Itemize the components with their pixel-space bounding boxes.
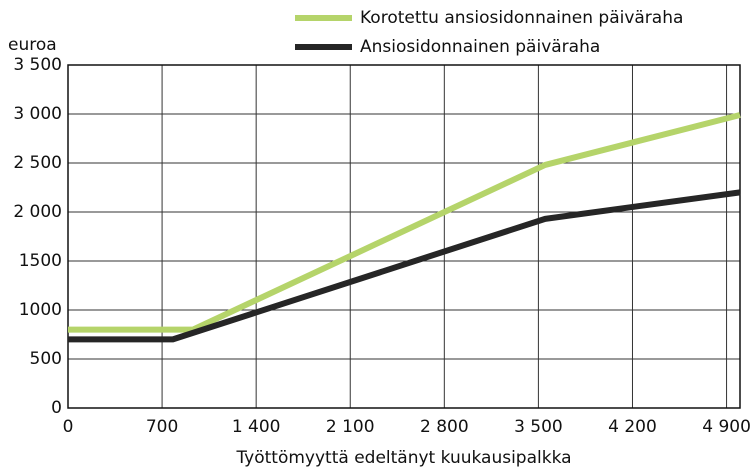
x-tick-label: 4 200 [608, 417, 657, 437]
x-tick-label: 3 500 [514, 417, 563, 437]
y-tick-label: 1500 [19, 251, 62, 271]
plot-frame [67, 64, 741, 409]
x-tick-label: 2 100 [326, 417, 375, 437]
y-tick-label: 2 000 [13, 202, 62, 222]
y-tick-label: 0 [51, 398, 62, 418]
x-tick-label: 700 [146, 417, 178, 437]
x-axis-label: Työttömyyttä edeltänyt kuukausipalkka [235, 448, 571, 468]
series-line [68, 189, 741, 343]
y-tick-label: 3 000 [13, 104, 62, 124]
y-axis-label: euroa [8, 35, 57, 55]
y-tick-label: 3 500 [13, 55, 62, 75]
x-tick-label: 2 800 [420, 417, 469, 437]
x-tick-label: 0 [63, 417, 74, 437]
legend-label: Korotettu ansiosidonnainen päiväraha [360, 8, 683, 28]
y-tick-label: 2 500 [13, 153, 62, 173]
x-tick-label: 4 900 [702, 417, 750, 437]
x-tick-label: 1 400 [232, 417, 281, 437]
legend-label: Ansiosidonnainen päiväraha [360, 37, 600, 57]
series-line [68, 112, 741, 333]
y-tick-label: 500 [30, 349, 62, 369]
y-tick-label: 1000 [19, 300, 62, 320]
